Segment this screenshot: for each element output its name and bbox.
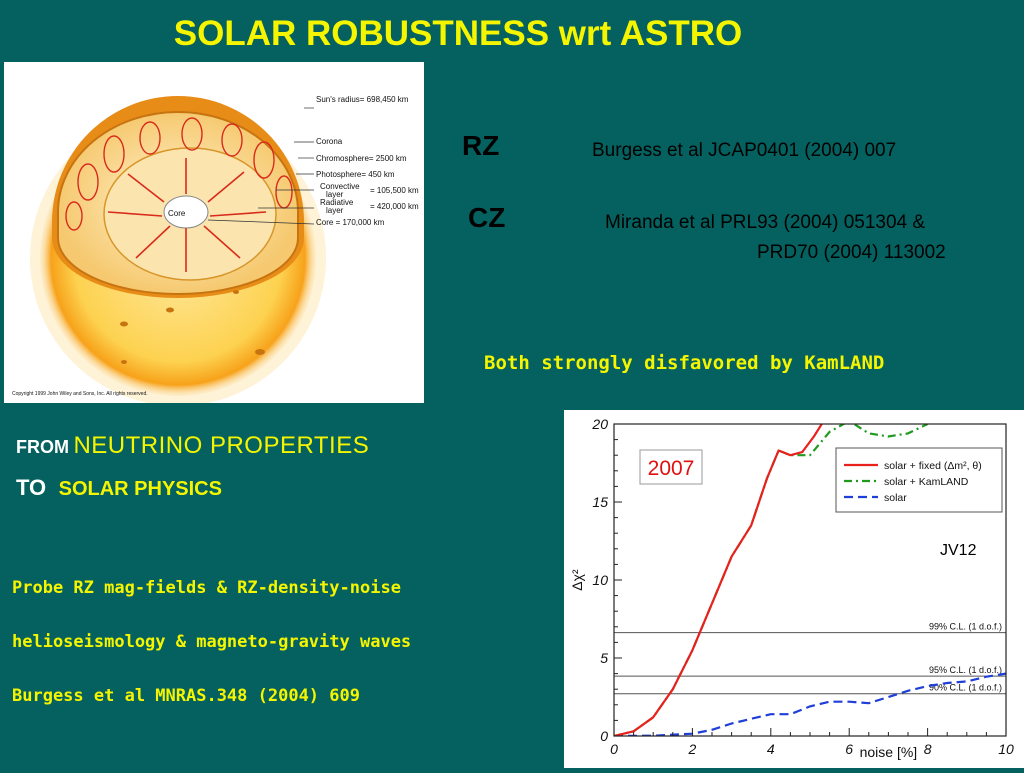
chromosphere-label: Chromosphere= 2500 km: [316, 154, 407, 163]
convective-label: Convective: [320, 182, 360, 191]
radiative-size-label: = 420,000 km: [370, 202, 419, 211]
photosphere-label: Photosphere= 450 km: [316, 170, 395, 179]
sun-cross-section-figure: Sun's radius= 698,450 km Corona Chromosp…: [4, 62, 424, 406]
x-tick-label-5: 10: [998, 741, 1014, 757]
radiative-label: Radiative: [320, 198, 354, 207]
sun-radius-label: Sun's radius= 698,450 km: [316, 95, 409, 104]
cl-label-0: 99% C.L. (1 d.o.f.): [929, 622, 1002, 632]
sun-diagram: Sun's radius= 698,450 km Corona Chromosp…: [12, 95, 419, 406]
radiation-arrows: [107, 158, 267, 272]
chi2-chart-panel: 99% C.L. (1 d.o.f.) 95% C.L. (1 d.o.f.) 90…: [564, 410, 1024, 768]
conclusion-text: Both strongly disfavored by KamLAND: [484, 352, 885, 374]
year-tag: 2007: [648, 457, 695, 480]
cz-reference-line-2: PRD70 (2004) 113002: [757, 242, 946, 263]
y-axis-label: Δχ²: [569, 569, 585, 591]
chi2-chart: 99% C.L. (1 d.o.f.) 95% C.L. (1 d.o.f.) 90…: [569, 416, 1014, 760]
from-line: FROM NEUTRINO PROPERTIES: [16, 432, 369, 460]
y-tick-label-2: 10: [592, 572, 608, 588]
x-tick-label-0: 0: [610, 741, 618, 757]
solar-physics: SOLAR PHYSICS: [58, 478, 222, 500]
to-word: TO: [16, 475, 47, 500]
convective-size-label: = 105,500 km: [370, 186, 419, 195]
y-tick-label-1: 5: [600, 650, 608, 666]
copyright-text: Copyright 1999 John Wiley and Sons, Inc.…: [12, 391, 148, 397]
to-line: TO SOLAR PHYSICS: [16, 475, 222, 501]
sunspots: [120, 290, 265, 364]
year-tag-box: [639, 449, 703, 485]
rz-tag: RZ: [462, 130, 500, 161]
leader-lines: [207, 107, 315, 225]
bullet-mnras: Burgess et al MNRAS.348 (2004) 609: [12, 686, 360, 706]
cl-label-2: 90% C.L. (1 d.o.f.): [929, 683, 1002, 693]
bullet-helioseismology: helioseismology & magneto-gravity waves: [12, 632, 412, 652]
corona-label: Corona: [316, 137, 343, 146]
bullet-probe: Probe RZ mag-fields & RZ-density-noise: [12, 578, 401, 598]
x-tick-label-4: 8: [924, 741, 932, 757]
convection-cells: [65, 117, 293, 231]
series-line-2: [614, 672, 1006, 736]
core-size-label: Core = 170,000 km: [316, 218, 385, 227]
core-label: Core: [168, 209, 186, 218]
series-line-0: [614, 424, 824, 736]
y-tick-label-4: 20: [591, 416, 608, 432]
x-tick-label-1: 2: [688, 741, 697, 757]
legend-label-2: solar: [884, 492, 907, 504]
cl-label-1: 95% C.L. (1 d.o.f.): [929, 665, 1002, 675]
cz-reference-line-1: Miranda et al PRL93 (2004) 051304 &: [605, 212, 926, 233]
cz-tag: CZ: [468, 202, 506, 233]
legend-label-0: solar + fixed (Δm², θ): [884, 460, 982, 472]
from-word: FROM: [16, 437, 69, 457]
legend-label-1: solar + KamLAND: [884, 476, 969, 488]
slide-title: SOLAR ROBUSTNESS wrt ASTRO: [173, 14, 743, 53]
x-tick-label-3: 6: [845, 741, 853, 757]
convective-layer-label: layer: [326, 190, 344, 199]
chart-tag-jv12: JV12: [940, 542, 977, 559]
y-tick-label-3: 15: [592, 494, 608, 510]
x-axis-label: noise [%]: [860, 744, 918, 760]
neutrino-properties: NEUTRINO PROPERTIES: [73, 432, 370, 459]
rz-reference: Burgess et al JCAP0401 (2004) 007: [592, 140, 897, 161]
radiative-layer-label: layer: [326, 206, 344, 215]
y-tick-label-0: 0: [600, 728, 608, 744]
x-tick-label-2: 4: [767, 741, 775, 757]
